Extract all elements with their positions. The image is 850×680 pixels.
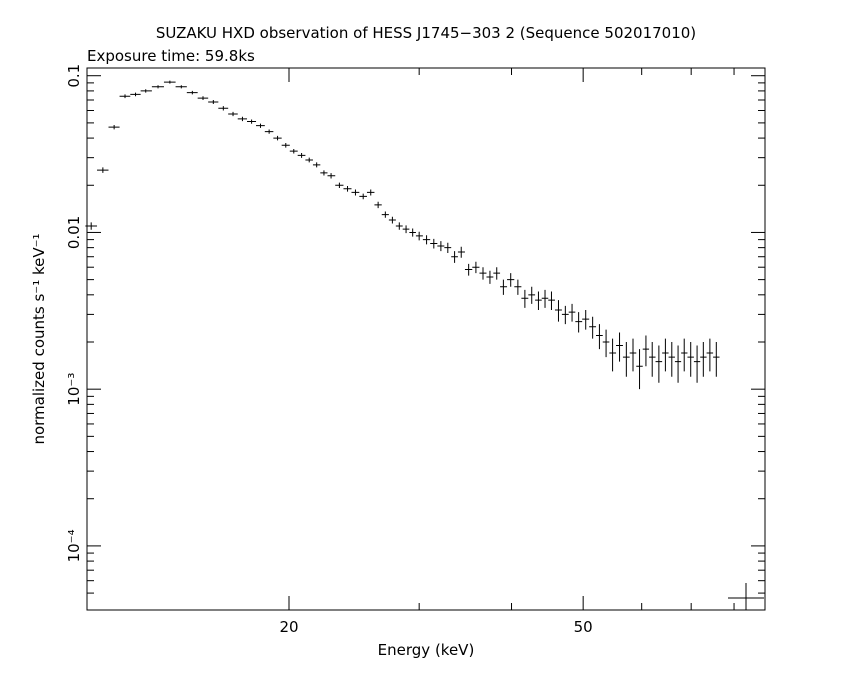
- data-point: [237, 116, 248, 122]
- data-point: [479, 267, 487, 280]
- data-point: [218, 106, 229, 111]
- data-point: [548, 291, 555, 311]
- data-point: [602, 329, 610, 358]
- data-point: [415, 231, 423, 241]
- data-point: [713, 341, 720, 377]
- data-point: [655, 345, 663, 383]
- data-point: [472, 261, 480, 274]
- y-tick-label: 10⁻⁴: [65, 529, 83, 562]
- data-point: [662, 338, 669, 372]
- data-point: [649, 341, 656, 377]
- chart-subtitle: Exposure time: 59.8ks: [87, 47, 255, 65]
- data-point: [151, 85, 164, 89]
- data-point: [343, 185, 352, 192]
- y-axis-label: normalized counts s⁻¹ keV⁻¹: [30, 233, 48, 444]
- data-point: [327, 173, 336, 179]
- corner-marker: [728, 583, 764, 610]
- data-point: [208, 99, 219, 104]
- data-point: [312, 162, 321, 168]
- data-point: [541, 289, 549, 308]
- plot-frame: [86, 67, 766, 611]
- data-point: [500, 279, 508, 295]
- data-point: [642, 335, 650, 367]
- data-point: [575, 312, 583, 333]
- data-point: [289, 148, 298, 154]
- data-point: [521, 289, 529, 308]
- data-point: [281, 143, 290, 148]
- data-point: [395, 222, 403, 230]
- data-point: [186, 90, 198, 95]
- data-point: [97, 167, 109, 173]
- data-point: [596, 324, 603, 350]
- data-point: [629, 338, 637, 372]
- data-point: [700, 341, 707, 377]
- data-point: [457, 246, 465, 258]
- data-point: [681, 338, 688, 372]
- data-point: [444, 242, 452, 253]
- data-point: [305, 157, 313, 163]
- y-tick-label: 0.1: [65, 64, 83, 88]
- data-point: [636, 349, 643, 390]
- data-point: [568, 303, 576, 322]
- data-point: [320, 170, 328, 176]
- data-point: [668, 341, 675, 377]
- data-point: [228, 111, 238, 117]
- data-point: [589, 316, 597, 339]
- data-point: [197, 96, 209, 100]
- data-point: [366, 189, 375, 196]
- data-point: [297, 153, 306, 158]
- data-point: [437, 241, 445, 252]
- data-point: [256, 123, 265, 128]
- x-tick-label: 50: [574, 618, 593, 636]
- y-tick-label: 0.01: [65, 216, 83, 249]
- data-point: [175, 85, 187, 89]
- data-point: [582, 310, 590, 330]
- y-tick-label: 10⁻³: [65, 373, 83, 406]
- data-point: [674, 345, 682, 383]
- data-point: [247, 119, 257, 124]
- data-point: [535, 291, 542, 311]
- data-point: [273, 135, 282, 141]
- data-point: [402, 225, 410, 234]
- data-point: [85, 222, 98, 230]
- data-point: [351, 189, 360, 196]
- data-point: [359, 193, 367, 200]
- data-point: [422, 235, 431, 245]
- x-tick-label: 20: [279, 618, 298, 636]
- data-point: [528, 286, 536, 304]
- data-point: [119, 94, 131, 99]
- data-point: [163, 80, 176, 84]
- data-point: [381, 211, 389, 218]
- data-point: [409, 228, 416, 237]
- data-point: [616, 332, 623, 362]
- data-point: [374, 201, 382, 209]
- data-point: [264, 129, 274, 134]
- data-point: [622, 341, 630, 377]
- data-point: [706, 338, 714, 372]
- data-point: [388, 216, 396, 224]
- data-point: [464, 263, 473, 276]
- data-point: [130, 92, 141, 97]
- data-point: [493, 267, 501, 280]
- chart-title: SUZAKU HXD observation of HESS J1745−303…: [156, 24, 696, 42]
- data-point: [486, 270, 494, 284]
- data-point: [430, 238, 438, 249]
- data-point: [687, 341, 694, 377]
- data-point: [451, 251, 458, 263]
- x-axis-label: Energy (keV): [378, 641, 475, 659]
- data-point: [507, 273, 515, 287]
- data-point: [609, 338, 617, 372]
- data-point: [140, 89, 152, 93]
- data-point: [554, 300, 562, 322]
- data-point: [561, 305, 569, 325]
- data-point: [108, 124, 120, 130]
- data-point: [335, 182, 344, 189]
- data-point: [693, 345, 701, 383]
- data-point: [514, 279, 522, 295]
